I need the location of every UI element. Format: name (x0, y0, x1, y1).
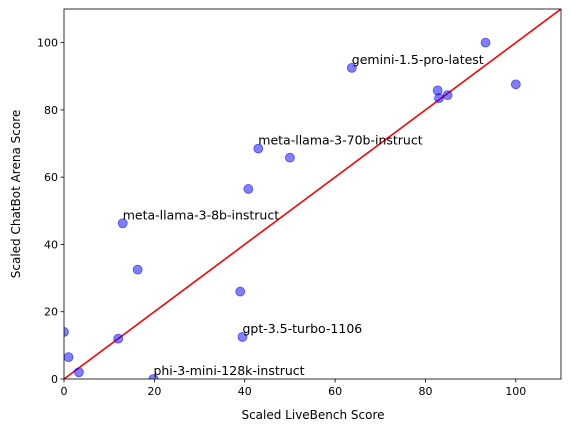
x-tick-label: 60 (328, 385, 342, 398)
y-tick-label: 80 (44, 104, 58, 117)
y-tick-label: 0 (51, 373, 58, 386)
data-point (132, 264, 143, 275)
point-labels-layer: meta-llama-3-8b-instruct phi-3-mini-128k-… (123, 52, 484, 378)
data-point (510, 79, 521, 90)
x-tick-label: 80 (418, 385, 432, 398)
x-tick-label: 0 (61, 385, 68, 398)
y-axis-label: Scaled ChatBot Arena Score (9, 110, 23, 279)
x-tick-label: 100 (505, 385, 526, 398)
data-point (237, 332, 248, 342)
y-tick-label: 20 (44, 306, 58, 319)
data-point (64, 352, 74, 363)
point-label: gpt-3.5-turbo-1106 (242, 321, 362, 336)
data-point (480, 37, 491, 48)
data-point (74, 367, 84, 378)
data-point (113, 333, 124, 344)
fit-line-layer (64, 9, 561, 379)
data-point (346, 62, 357, 73)
y-tick-label: 100 (37, 37, 58, 50)
plot-frame (63, 8, 562, 380)
x-tick-label: 20 (147, 385, 161, 398)
point-label: meta-llama-3-70b-instruct (258, 133, 422, 148)
y-tick-label: 40 (44, 238, 58, 251)
points-layer (64, 37, 521, 379)
data-point (235, 286, 246, 297)
point-label: phi-3-mini-128k-instruct (153, 363, 304, 378)
data-point (117, 218, 128, 229)
data-point (285, 152, 295, 163)
fit-line (64, 9, 561, 379)
point-label: gemini-1.5-pro-latest (352, 52, 484, 67)
data-point (434, 93, 444, 104)
data-point (64, 327, 69, 337)
x-tick-label: 40 (238, 385, 252, 398)
x-axis-label: Scaled LiveBench Score (241, 408, 384, 422)
x-axis-ticks: 0 20 40 60 80 100 (61, 379, 526, 398)
data-point (442, 90, 453, 101)
data-point (148, 374, 159, 379)
data-point (243, 184, 254, 194)
y-axis-ticks: 0 20 40 60 80 100 (37, 37, 64, 386)
data-point (253, 143, 264, 154)
point-label: meta-llama-3-8b-instruct (123, 207, 279, 222)
y-tick-label: 60 (44, 171, 58, 184)
